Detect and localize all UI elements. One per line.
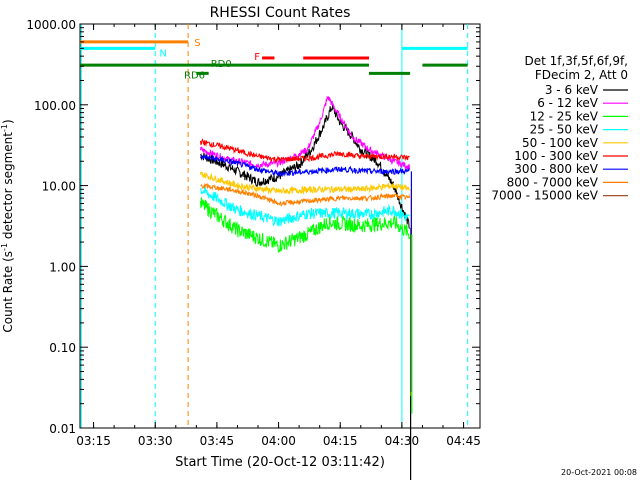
chart-title: RHESSI Count Rates <box>210 5 351 21</box>
legend-label-25-50-kev: 25 - 50 keV <box>530 123 599 137</box>
legend-label-800-7000-kev: 800 - 7000 keV <box>507 175 599 189</box>
series-line-100-300-kev <box>200 138 410 164</box>
y-tick-label-1: 100.00 <box>34 99 76 113</box>
y-tick-label-5: 0.01 <box>49 422 76 436</box>
legend-label-300-800-kev: 300 - 800 keV <box>514 162 598 176</box>
x-axis-label: Start Time (20-Oct-12 03:11:42) <box>175 455 385 470</box>
y-axis-label-sup: -1 <box>0 243 9 251</box>
y-axis-label-sup2: -1 <box>0 124 9 132</box>
series-line-50-100-kev <box>200 171 410 195</box>
state-label-rd0: RD0 <box>211 59 232 70</box>
vertical-markers <box>80 24 469 428</box>
state-label-f: F <box>254 52 260 63</box>
x-tick-label-4: 04:15 <box>323 434 358 448</box>
legend-label-100-300-kev: 100 - 300 keV <box>514 149 598 163</box>
state-bars: S N F RD0 RD6 <box>80 38 468 81</box>
plot-frame <box>79 23 481 429</box>
state-label-rd6: RD6 <box>184 70 205 81</box>
y-tick-label-3: 1.00 <box>49 260 76 274</box>
legend-header-line-2: FDecim 2, Att 0 <box>535 68 628 82</box>
y-axis-label: Count Rate (s-1 detector segment-1) <box>0 119 15 332</box>
series-line-6-12-kev <box>200 95 411 170</box>
y-axis-label-main: Count Rate (s <box>1 251 15 333</box>
series-line-12-25-kev <box>200 197 411 254</box>
series-line-800-7000-kev <box>200 182 411 207</box>
series-line-25-50-kev <box>200 184 410 227</box>
y-axis-label-tail: detector segment <box>1 132 15 243</box>
legend-label-3-6-kev: 3 - 6 keV <box>545 83 599 97</box>
legend-header-line-1: Det 1f,3f,5f,6f,9f, <box>524 54 628 68</box>
legend-label-12-25-kev: 12 - 25 keV <box>530 109 599 123</box>
x-tick-label-1: 03:30 <box>138 434 173 448</box>
legend-label-7000-15000-kev: 7000 - 15000 keV <box>491 189 598 203</box>
legend-label-6-12-kev: 6 - 12 keV <box>537 96 599 110</box>
x-tick-label-6: 04:45 <box>446 434 481 448</box>
x-tick-label-3: 04:00 <box>261 434 296 448</box>
x-tick-label-5: 04:30 <box>385 434 420 448</box>
footer-timestamp: 20-Oct-2021 00:08 <box>561 468 637 477</box>
series-lines <box>200 95 413 480</box>
y-axis-label-end: ) <box>1 119 15 124</box>
x-axis-ticks: 03:15 03:30 03:45 04:00 04:15 04:30 04:45 <box>76 24 481 448</box>
state-label-s: S <box>194 38 200 49</box>
legend-label-50-100-kev: 50 - 100 keV <box>522 136 599 150</box>
y-tick-label-0: 1000.00 <box>26 18 76 32</box>
state-label-n: N <box>159 48 166 59</box>
y-tick-label-4: 0.10 <box>49 341 76 355</box>
x-tick-label-2: 03:45 <box>200 434 235 448</box>
y-axis-ticks: 1000.00 100.00 10.00 1.00 0.10 0.01 <box>26 18 480 436</box>
series-line-300-800-kev <box>200 153 410 178</box>
y-tick-label-2: 10.00 <box>42 180 76 194</box>
x-tick-label-0: 03:15 <box>76 434 111 448</box>
legend: Det 1f,3f,5f,6f,9f, FDecim 2, Att 0 3 - … <box>491 54 628 203</box>
